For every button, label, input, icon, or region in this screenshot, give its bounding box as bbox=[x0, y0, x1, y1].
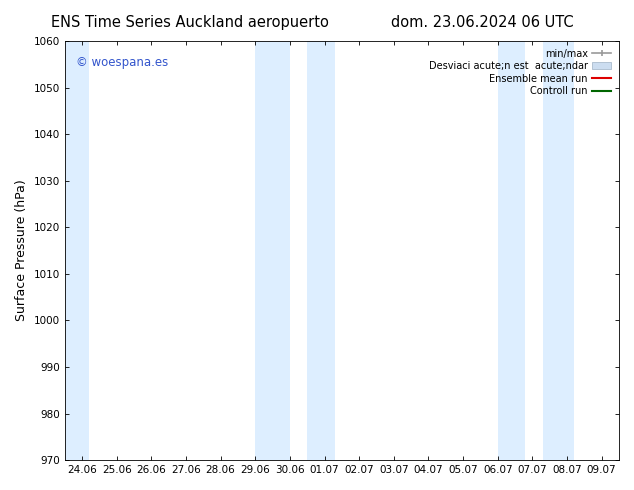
Text: dom. 23.06.2024 06 UTC: dom. 23.06.2024 06 UTC bbox=[391, 15, 573, 30]
Text: © woespana.es: © woespana.es bbox=[75, 56, 168, 69]
Bar bbox=[498, 41, 526, 460]
Y-axis label: Surface Pressure (hPa): Surface Pressure (hPa) bbox=[15, 180, 28, 321]
Text: ENS Time Series Auckland aeropuerto: ENS Time Series Auckland aeropuerto bbox=[51, 15, 329, 30]
Bar bbox=[307, 41, 335, 460]
Legend: min/max, Desviaci acute;n est  acute;ndar, Ensemble mean run, Controll run: min/max, Desviaci acute;n est acute;ndar… bbox=[426, 46, 614, 99]
Bar bbox=[256, 41, 290, 460]
Bar bbox=[48, 41, 89, 460]
Bar bbox=[543, 41, 574, 460]
